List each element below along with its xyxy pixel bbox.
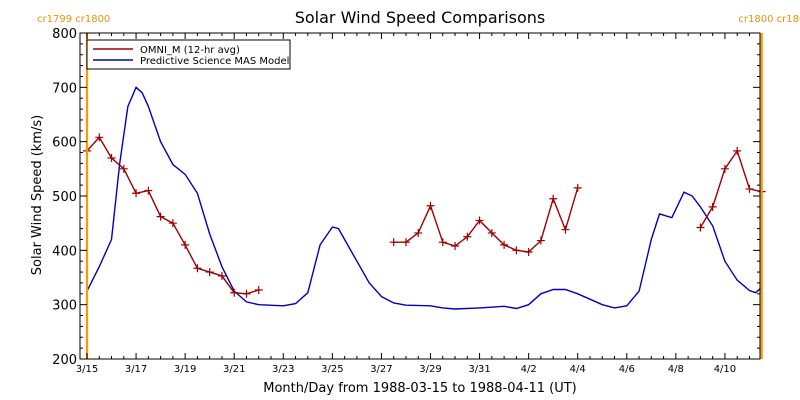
data-point-marker xyxy=(463,232,472,241)
data-point-marker xyxy=(475,216,484,225)
data-point-marker xyxy=(107,153,116,162)
x-tick-label: 3/19 xyxy=(174,364,196,375)
series-layer xyxy=(83,86,766,310)
data-point-marker xyxy=(733,146,742,155)
carrington-rotation-label: cr1799 cr1800 xyxy=(37,14,110,25)
x-tick-label: 3/15 xyxy=(76,364,98,375)
data-point-marker xyxy=(144,186,153,195)
data-point-marker xyxy=(168,219,177,228)
data-point-marker xyxy=(451,241,460,250)
y-axis: 200 300 400 500 600 700 800 xyxy=(52,27,760,368)
data-point-marker xyxy=(500,240,509,249)
y-tick-label: 600 xyxy=(52,136,77,151)
data-point-marker xyxy=(536,236,545,245)
data-point-marker xyxy=(119,164,128,173)
data-point-marker xyxy=(95,133,104,142)
data-point-marker xyxy=(242,289,251,298)
data-point-marker xyxy=(487,228,496,237)
x-axis: 3/15 3/17 3/19 3/21 3/23 3/25 3/27 3/29 3/31 4/2 4… xyxy=(76,33,750,375)
x-tick-label: 3/23 xyxy=(272,364,294,375)
data-point-marker xyxy=(132,189,141,198)
x-tick-label: 4/8 xyxy=(668,364,684,375)
chart-title: Solar Wind Speed Comparisons xyxy=(295,8,546,27)
data-point-marker xyxy=(561,225,570,234)
x-tick-label: 3/25 xyxy=(321,364,343,375)
x-axis-title: Month/Day from 1988-03-15 to 1988-04-11 … xyxy=(263,381,576,396)
data-point-marker xyxy=(193,264,202,273)
data-point-marker xyxy=(230,288,239,297)
y-tick-label: 400 xyxy=(52,244,77,259)
x-tick-label: 3/21 xyxy=(223,364,245,375)
data-point-marker xyxy=(414,228,423,237)
data-point-marker xyxy=(745,184,754,193)
data-point-marker xyxy=(181,240,190,249)
x-tick-label: 4/10 xyxy=(714,364,736,375)
rotation-lines xyxy=(85,33,763,359)
x-tick-label: 4/6 xyxy=(619,364,635,375)
legend-box xyxy=(86,39,291,70)
x-tick-label: 4/2 xyxy=(521,364,537,375)
data-point-marker xyxy=(512,246,521,255)
legend: OMNI_M (12-hr avg)Predictive Science MAS… xyxy=(86,39,291,70)
y-tick-label: 800 xyxy=(52,27,77,42)
data-point-marker xyxy=(426,201,435,210)
carrington-rotation-label: cr1800 cr1801 xyxy=(738,14,800,25)
data-point-marker xyxy=(205,268,214,277)
data-point-marker xyxy=(254,285,263,294)
data-point-marker xyxy=(524,247,533,256)
series-line-predictive-science-mas-model xyxy=(86,86,763,310)
data-point-marker xyxy=(720,164,729,173)
x-tick-label: 3/27 xyxy=(370,364,392,375)
y-tick-label: 700 xyxy=(52,81,77,96)
data-point-marker xyxy=(549,194,558,203)
legend-label: Predictive Science MAS Model xyxy=(140,56,289,67)
series-line-omni-m-12-hr-avg- xyxy=(86,136,260,295)
x-tick-label: 3/17 xyxy=(125,364,147,375)
data-point-marker xyxy=(217,271,226,280)
series-line-omni-m-12-hr-avg- xyxy=(393,187,579,253)
x-tick-label: 4/4 xyxy=(570,364,586,375)
data-point-marker xyxy=(389,238,398,247)
y-tick-label: 300 xyxy=(52,299,77,314)
data-point-marker xyxy=(401,238,410,247)
data-point-marker xyxy=(438,238,447,247)
data-point-marker xyxy=(696,223,705,232)
data-point-marker xyxy=(573,183,582,192)
y-tick-label: 500 xyxy=(52,190,77,205)
y-axis-title: Solar Wind Speed (km/s) xyxy=(30,115,45,275)
y-tick-label: 200 xyxy=(52,353,77,368)
rotation-labels: cr1799 cr1800 cr1800 cr1801 xyxy=(37,14,800,25)
data-point-marker xyxy=(156,212,165,221)
data-point-marker xyxy=(708,202,717,211)
x-tick-label: 3/29 xyxy=(419,364,441,375)
plot-frame xyxy=(79,32,761,360)
legend-label: OMNI_M (12-hr avg) xyxy=(140,45,240,56)
x-tick-label: 3/31 xyxy=(468,364,490,375)
